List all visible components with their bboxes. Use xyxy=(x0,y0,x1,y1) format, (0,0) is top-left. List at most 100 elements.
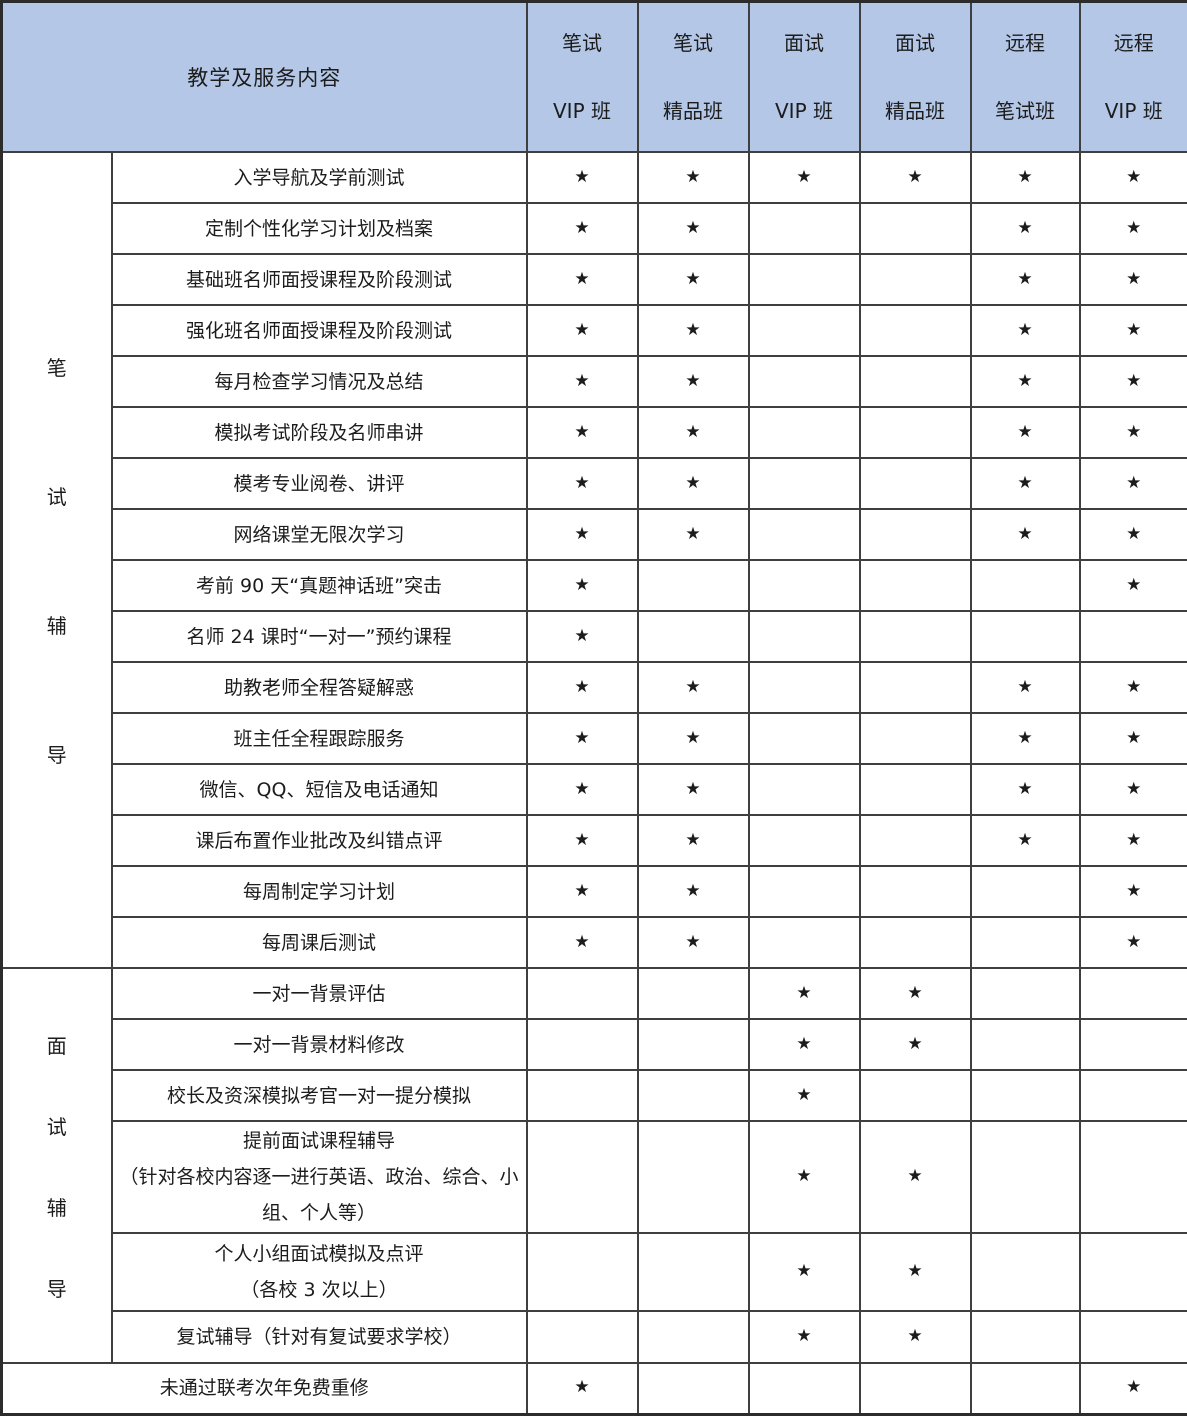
column-header-5: 远程笔试班 xyxy=(971,2,1080,153)
empty-cell xyxy=(749,815,860,866)
service-row-label: 名师 24 课时“一对一”预约课程 xyxy=(112,611,527,662)
star-icon: ★ xyxy=(685,473,700,493)
empty-cell xyxy=(527,1019,638,1070)
empty-cell xyxy=(860,254,971,305)
star-cell: ★ xyxy=(860,152,971,203)
star-cell: ★ xyxy=(749,1019,860,1070)
star-icon: ★ xyxy=(685,881,700,901)
star-icon: ★ xyxy=(1126,1377,1141,1397)
star-icon: ★ xyxy=(907,167,922,187)
star-cell: ★ xyxy=(1080,407,1187,458)
column-header-line2: VIP 班 xyxy=(553,95,611,124)
empty-cell xyxy=(860,356,971,407)
star-cell: ★ xyxy=(749,152,860,203)
empty-cell xyxy=(971,968,1080,1019)
empty-cell xyxy=(971,1363,1080,1414)
empty-cell xyxy=(860,815,971,866)
star-cell: ★ xyxy=(971,254,1080,305)
empty-cell xyxy=(1080,1070,1187,1121)
star-cell: ★ xyxy=(749,1233,860,1311)
column-header-line2: 精品班 xyxy=(885,95,945,124)
service-row-label: 提前面试课程辅导 （针对各校内容逐一进行英语、政治、综合、小组、个人等） xyxy=(112,1121,527,1233)
star-cell: ★ xyxy=(527,815,638,866)
star-icon: ★ xyxy=(796,1261,811,1281)
star-cell: ★ xyxy=(638,356,749,407)
star-icon: ★ xyxy=(574,779,589,799)
empty-cell xyxy=(749,917,860,968)
service-row-label: 每周课后测试 xyxy=(112,917,527,968)
column-header-4: 面试精品班 xyxy=(860,2,971,153)
star-icon: ★ xyxy=(1126,575,1141,595)
star-cell: ★ xyxy=(971,305,1080,356)
service-row-label: 强化班名师面授课程及阶段测试 xyxy=(112,305,527,356)
star-icon: ★ xyxy=(574,830,589,850)
empty-cell xyxy=(638,1363,749,1414)
star-cell: ★ xyxy=(527,866,638,917)
star-cell: ★ xyxy=(860,1233,971,1311)
empty-cell xyxy=(749,866,860,917)
empty-cell xyxy=(860,713,971,764)
star-icon: ★ xyxy=(574,932,589,952)
service-row-label: 一对一背景材料修改 xyxy=(112,1019,527,1070)
empty-cell xyxy=(971,1070,1080,1121)
star-icon: ★ xyxy=(1017,218,1032,238)
star-icon: ★ xyxy=(685,269,700,289)
table-row: 名师 24 课时“一对一”预约课程 ★ xyxy=(2,611,1187,662)
service-row-label: 入学导航及学前测试 xyxy=(112,152,527,203)
star-icon: ★ xyxy=(1017,728,1032,748)
star-cell: ★ xyxy=(638,203,749,254)
empty-cell xyxy=(638,968,749,1019)
star-icon: ★ xyxy=(685,320,700,340)
column-header-line1: 面试 xyxy=(784,27,824,56)
service-row-label: 每月检查学习情况及总结 xyxy=(112,356,527,407)
empty-cell xyxy=(860,458,971,509)
empty-cell xyxy=(860,509,971,560)
star-icon: ★ xyxy=(574,422,589,442)
empty-cell xyxy=(860,1070,971,1121)
star-icon: ★ xyxy=(574,626,589,646)
empty-cell xyxy=(971,560,1080,611)
empty-cell xyxy=(971,1019,1080,1070)
star-icon: ★ xyxy=(685,371,700,391)
star-icon: ★ xyxy=(907,983,922,1003)
section-label-char: 笔 xyxy=(47,352,67,381)
star-cell: ★ xyxy=(749,1121,860,1233)
star-cell: ★ xyxy=(1080,356,1187,407)
star-cell: ★ xyxy=(749,968,860,1019)
section-sidebar-interview: 面试辅导 xyxy=(2,968,112,1363)
star-icon: ★ xyxy=(574,575,589,595)
empty-cell xyxy=(1080,1121,1187,1233)
section-label-char: 导 xyxy=(47,1273,67,1302)
service-row-label: 班主任全程跟踪服务 xyxy=(112,713,527,764)
star-icon: ★ xyxy=(685,677,700,697)
table-row: 面试辅导一对一背景评估★★ xyxy=(2,968,1187,1019)
star-cell: ★ xyxy=(527,764,638,815)
service-row-label: 微信、QQ、短信及电话通知 xyxy=(112,764,527,815)
empty-cell xyxy=(527,1233,638,1311)
star-icon: ★ xyxy=(685,932,700,952)
star-cell: ★ xyxy=(1080,866,1187,917)
empty-cell xyxy=(749,662,860,713)
star-icon: ★ xyxy=(1126,320,1141,340)
star-cell: ★ xyxy=(527,356,638,407)
star-icon: ★ xyxy=(1126,422,1141,442)
star-cell: ★ xyxy=(638,254,749,305)
star-icon: ★ xyxy=(796,983,811,1003)
star-icon: ★ xyxy=(1126,269,1141,289)
star-cell: ★ xyxy=(860,968,971,1019)
table-row: 模拟考试阶段及名师串讲★★★★ xyxy=(2,407,1187,458)
table-row: 助教老师全程答疑解惑★★★★ xyxy=(2,662,1187,713)
empty-cell xyxy=(971,1233,1080,1311)
column-header-stack: 面试精品班 xyxy=(861,3,970,151)
star-cell: ★ xyxy=(638,458,749,509)
table-row: 班主任全程跟踪服务★★★★ xyxy=(2,713,1187,764)
empty-cell xyxy=(749,254,860,305)
star-icon: ★ xyxy=(796,1326,811,1346)
service-row-label: 每周制定学习计划 xyxy=(112,866,527,917)
table-row: 提前面试课程辅导 （针对各校内容逐一进行英语、政治、综合、小组、个人等）★★ xyxy=(2,1121,1187,1233)
star-icon: ★ xyxy=(907,1034,922,1054)
empty-cell xyxy=(1080,1019,1187,1070)
